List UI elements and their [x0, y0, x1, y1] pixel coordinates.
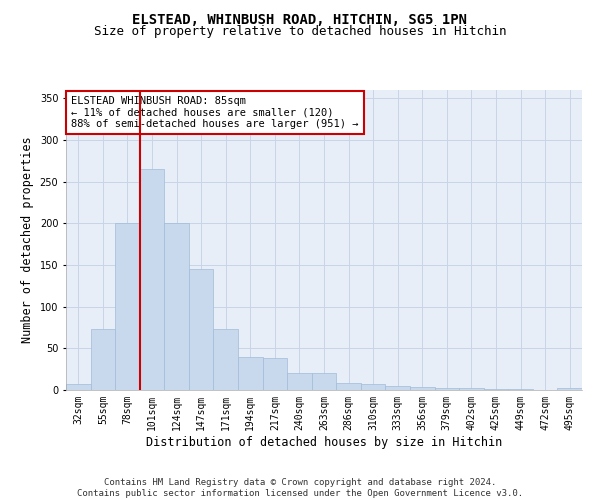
- Bar: [66, 384, 91, 390]
- Bar: [484, 389, 508, 390]
- Bar: [410, 386, 434, 390]
- Y-axis label: Number of detached properties: Number of detached properties: [21, 136, 34, 344]
- X-axis label: Distribution of detached houses by size in Hitchin: Distribution of detached houses by size …: [146, 436, 502, 448]
- Bar: [115, 224, 140, 390]
- Bar: [287, 374, 312, 390]
- Bar: [189, 269, 214, 390]
- Bar: [508, 389, 533, 390]
- Bar: [263, 358, 287, 390]
- Bar: [361, 384, 385, 390]
- Text: Contains HM Land Registry data © Crown copyright and database right 2024.
Contai: Contains HM Land Registry data © Crown c…: [77, 478, 523, 498]
- Text: ELSTEAD WHINBUSH ROAD: 85sqm
← 11% of detached houses are smaller (120)
88% of s: ELSTEAD WHINBUSH ROAD: 85sqm ← 11% of de…: [71, 96, 359, 129]
- Bar: [214, 329, 238, 390]
- Text: ELSTEAD, WHINBUSH ROAD, HITCHIN, SG5 1PN: ELSTEAD, WHINBUSH ROAD, HITCHIN, SG5 1PN: [133, 12, 467, 26]
- Bar: [434, 388, 459, 390]
- Bar: [164, 224, 189, 390]
- Bar: [336, 384, 361, 390]
- Bar: [238, 356, 263, 390]
- Bar: [91, 329, 115, 390]
- Bar: [557, 388, 582, 390]
- Bar: [385, 386, 410, 390]
- Bar: [312, 374, 336, 390]
- Text: Size of property relative to detached houses in Hitchin: Size of property relative to detached ho…: [94, 25, 506, 38]
- Bar: [140, 169, 164, 390]
- Bar: [459, 388, 484, 390]
